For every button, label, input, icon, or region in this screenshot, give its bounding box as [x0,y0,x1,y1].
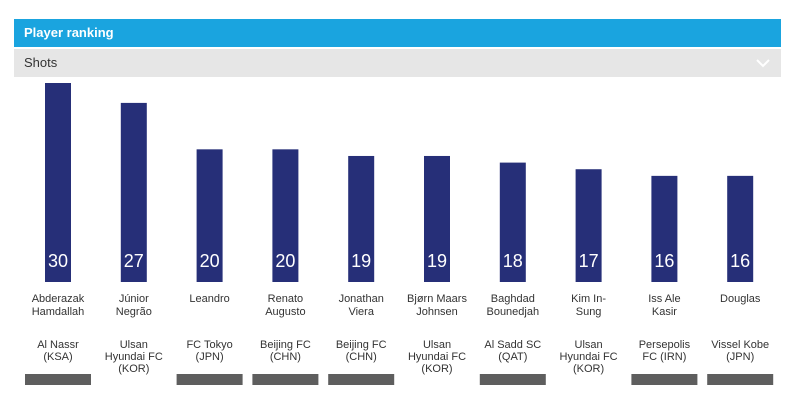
chevron-down-icon[interactable] [755,55,771,71]
club-flag-bar [631,374,698,385]
club-label: (QAT) [498,351,527,363]
player-name-label: Iss Ale [648,293,680,305]
club-label: (KOR) [421,363,452,375]
player-name-label: Johnsen [416,306,458,318]
player-name-label: Bjørn Maars [407,293,467,305]
club-flag-bar [707,374,774,385]
club-label: Hyundai FC [105,351,163,363]
club-label: (CHN) [346,351,377,363]
bar [120,102,147,283]
bar [575,169,602,282]
bar [348,155,375,282]
club-flag-bar [176,374,243,385]
bar-value-label: 20 [275,251,295,271]
player-name-label: Bounedjah [486,306,539,318]
bar [499,162,526,282]
bar [651,175,678,282]
player-name-label: Sung [576,306,602,318]
club-label: Ulsan [575,339,603,351]
bar [196,149,223,282]
club-label: (KOR) [118,363,149,375]
player-name-label: Augusto [265,306,305,318]
bar [45,83,71,282]
player-name-label: Kasir [652,306,677,318]
bar-value-label: 18 [503,251,523,271]
bar-value-label: 30 [48,251,68,271]
metric-dropdown[interactable]: Shots [14,49,781,77]
panel-title-text: Player ranking [24,25,114,40]
club-label: Hyundai FC [408,351,466,363]
club-label: Ulsan [423,339,451,351]
player-name-label: Hamdallah [32,306,85,318]
bar-value-label: 27 [124,251,144,271]
player-name-label: Abderazak [32,293,85,305]
club-label: Persepolis [639,339,691,351]
player-name-label: Renato [268,293,303,305]
club-label: Vissel Kobe [711,339,769,351]
club-label: (KOR) [573,363,604,375]
club-flag-bar [252,374,319,385]
player-name-label: Kim In- [571,293,606,305]
bar-value-label: 16 [730,251,750,271]
club-label: (JPN) [726,351,754,363]
player-name-label: Leandro [189,293,229,305]
club-label: Hyundai FC [560,351,618,363]
player-name-label: Jonathan [339,293,384,305]
club-label: Beijing FC [260,339,311,351]
bar-value-label: 16 [654,251,674,271]
club-label: FC Tokyo [186,339,232,351]
player-name-label: Júnior [119,293,149,305]
club-label: FC (IRN) [642,351,686,363]
bar [727,175,754,282]
player-name-label: Douglas [720,293,761,305]
club-flag-bar [328,374,395,385]
bar-value-label: 20 [200,251,220,271]
club-label: Al Nassr [37,339,79,351]
bar-value-label: 19 [427,251,447,271]
bar-value-label: 17 [579,251,599,271]
club-label: (CHN) [270,351,301,363]
club-label: Ulsan [120,339,148,351]
bar [272,149,299,282]
player-name-label: Negrão [116,306,152,318]
club-label: Al Sadd SC [484,339,541,351]
club-flag-bar [25,374,91,385]
bar [424,155,450,282]
player-name-label: Baghdad [491,293,535,305]
metric-dropdown-value: Shots [24,55,58,70]
panel-title: Player ranking [14,19,781,47]
bar-value-label: 19 [351,251,371,271]
club-label: (KSA) [43,351,72,363]
club-flag-bar [479,374,546,385]
player-name-label: Viera [348,306,374,318]
club-label: Beijing FC [336,339,387,351]
club-label: (JPN) [196,351,224,363]
